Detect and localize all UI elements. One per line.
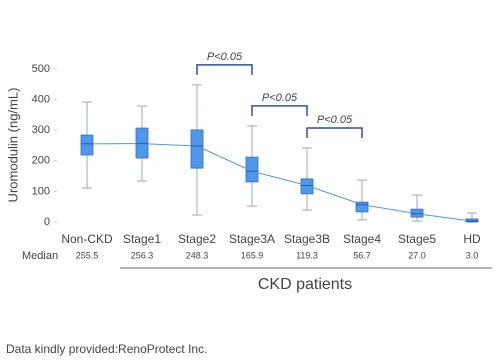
significance-bracket [196, 64, 253, 75]
significance-label: P<0.05 [317, 114, 353, 126]
x-tick-label: Stage3A [229, 232, 275, 246]
y-tick-label: 500 [32, 63, 50, 75]
x-tick-label: Stage4 [343, 232, 381, 246]
median-label: 3.0 [466, 250, 479, 260]
x-tick-label: HD [463, 232, 481, 246]
x-tick-label: Stage3B [284, 232, 330, 246]
significance-label: P<0.05 [207, 51, 243, 63]
box [135, 127, 149, 159]
y-tick-label: 200 [32, 155, 50, 167]
y-axis-label: Uromodulin (ng/mL) [5, 88, 20, 203]
y-tick-label: 300 [32, 124, 50, 136]
median-label: 256.3 [131, 250, 154, 260]
y-tick-label: 400 [32, 94, 50, 106]
significance-bracket [251, 105, 308, 116]
median-label: 248.3 [186, 250, 209, 260]
significance-bracket [306, 127, 363, 138]
significance-label: P<0.05 [262, 92, 298, 104]
median-label: 27.0 [408, 250, 426, 260]
median-label: 255.5 [76, 250, 99, 260]
box [300, 178, 314, 195]
median-line [86, 143, 473, 222]
box [355, 201, 369, 213]
footer: Data kindly provided:RenoProtect Inc. [6, 342, 207, 356]
median-row-label: Median [22, 250, 58, 262]
x-tick-label: Stage5 [398, 232, 436, 246]
x-tick-label: Non-CKD [61, 232, 113, 246]
median-label: 165.9 [241, 250, 264, 260]
y-tick-label: 0 [44, 216, 50, 228]
median-label: 56.7 [353, 250, 371, 260]
box [190, 129, 204, 169]
x-tick-label: Stage1 [123, 232, 161, 246]
box [80, 134, 94, 156]
median-label: 119.3 [296, 250, 318, 260]
group-label: CKD patients [258, 276, 352, 293]
x-tick-label: Stage2 [178, 232, 216, 246]
box [245, 156, 259, 183]
y-tick-label: 100 [32, 185, 50, 197]
